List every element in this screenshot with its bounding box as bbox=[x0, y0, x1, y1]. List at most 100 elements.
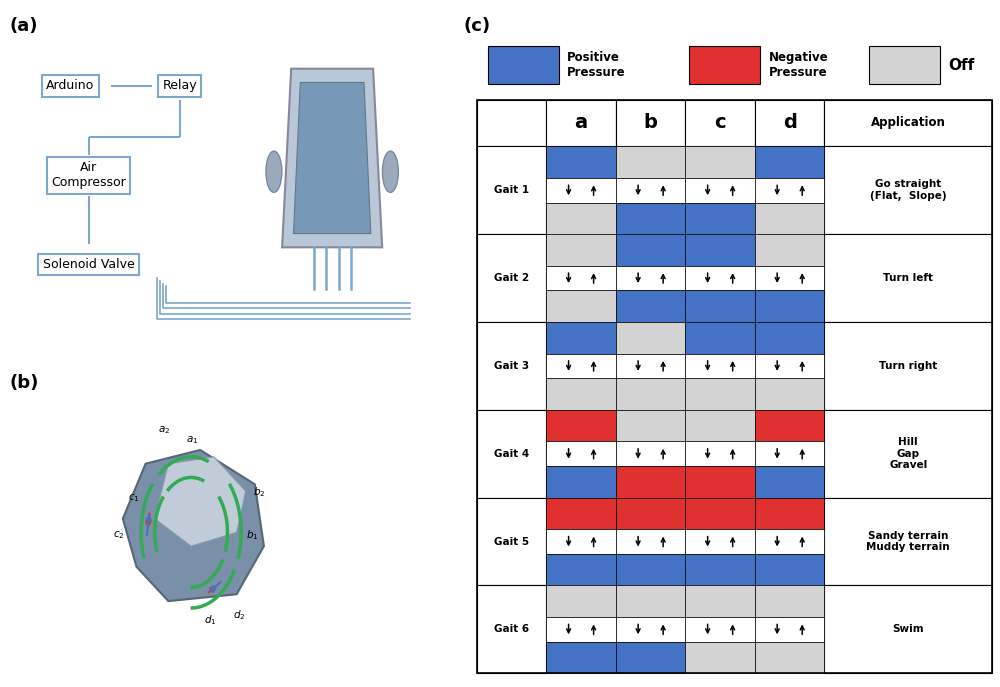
Text: Relay: Relay bbox=[162, 80, 197, 92]
Text: (c): (c) bbox=[463, 17, 490, 35]
Text: Air
Compressor: Air Compressor bbox=[51, 161, 126, 189]
Text: Positive
Pressure: Positive Pressure bbox=[567, 52, 625, 79]
Text: Turn right: Turn right bbox=[879, 361, 937, 371]
Bar bbox=[616, 291, 685, 322]
Text: Off: Off bbox=[948, 58, 974, 73]
Bar bbox=[616, 554, 685, 585]
Bar bbox=[824, 585, 992, 673]
Bar bbox=[685, 291, 755, 322]
Text: Application: Application bbox=[871, 117, 946, 129]
Bar bbox=[546, 146, 616, 178]
Polygon shape bbox=[293, 82, 371, 234]
Bar bbox=[824, 146, 992, 234]
Text: Sandy terrain
Muddy terrain: Sandy terrain Muddy terrain bbox=[866, 531, 950, 552]
Bar bbox=[477, 146, 546, 234]
Text: (b): (b) bbox=[9, 374, 38, 392]
Bar bbox=[685, 642, 755, 673]
Bar bbox=[755, 146, 824, 178]
Bar bbox=[685, 234, 755, 266]
Bar bbox=[616, 409, 685, 442]
Text: Go straight
(Flat,  Slope): Go straight (Flat, Slope) bbox=[870, 179, 946, 201]
Text: Gait 4: Gait 4 bbox=[494, 449, 529, 459]
Bar bbox=[685, 442, 755, 466]
Text: $a_1$: $a_1$ bbox=[186, 433, 199, 446]
Bar bbox=[477, 100, 992, 673]
Text: Arduino: Arduino bbox=[46, 80, 95, 92]
Bar bbox=[755, 291, 824, 322]
Bar bbox=[616, 585, 685, 617]
Bar bbox=[869, 46, 940, 84]
Bar bbox=[616, 322, 685, 354]
Bar bbox=[755, 585, 824, 617]
Bar bbox=[616, 234, 685, 266]
Bar bbox=[477, 322, 546, 409]
Polygon shape bbox=[282, 69, 382, 247]
Text: Gait 2: Gait 2 bbox=[494, 273, 529, 283]
Bar bbox=[616, 178, 685, 203]
Bar bbox=[755, 409, 824, 442]
Bar bbox=[477, 234, 546, 322]
Bar bbox=[755, 617, 824, 642]
Text: Gait 6: Gait 6 bbox=[494, 624, 529, 634]
Bar bbox=[546, 585, 616, 617]
Ellipse shape bbox=[266, 151, 282, 192]
Text: (a): (a) bbox=[9, 17, 38, 35]
Bar bbox=[477, 100, 546, 146]
Bar bbox=[546, 642, 616, 673]
Bar bbox=[546, 234, 616, 266]
Bar bbox=[685, 497, 755, 529]
Bar bbox=[755, 266, 824, 291]
Bar bbox=[616, 146, 685, 178]
Bar bbox=[616, 266, 685, 291]
Bar bbox=[546, 203, 616, 234]
Bar bbox=[755, 203, 824, 234]
Bar bbox=[616, 354, 685, 378]
Bar bbox=[685, 354, 755, 378]
Text: Hill
Gap
Gravel: Hill Gap Gravel bbox=[889, 437, 927, 471]
Bar bbox=[616, 203, 685, 234]
Text: $a_2$: $a_2$ bbox=[158, 425, 171, 436]
Bar bbox=[755, 554, 824, 585]
Text: $c_2$: $c_2$ bbox=[113, 529, 124, 541]
Bar bbox=[755, 178, 824, 203]
Bar bbox=[755, 354, 824, 378]
Bar bbox=[616, 378, 685, 409]
Ellipse shape bbox=[382, 151, 398, 192]
Bar bbox=[616, 466, 685, 497]
Bar bbox=[546, 466, 616, 497]
Text: Turn left: Turn left bbox=[883, 273, 933, 283]
Bar bbox=[685, 146, 755, 178]
Text: Solenoid Valve: Solenoid Valve bbox=[43, 258, 135, 271]
Text: d: d bbox=[783, 113, 797, 133]
Text: $c_1$: $c_1$ bbox=[128, 493, 140, 504]
Bar bbox=[824, 322, 992, 409]
Bar bbox=[685, 203, 755, 234]
Text: Gait 5: Gait 5 bbox=[494, 537, 529, 547]
Text: $d_2$: $d_2$ bbox=[233, 608, 246, 622]
Bar bbox=[616, 529, 685, 554]
Bar bbox=[477, 585, 546, 673]
Bar bbox=[755, 378, 824, 409]
Text: $b_2$: $b_2$ bbox=[253, 485, 265, 499]
Bar bbox=[546, 322, 616, 354]
Polygon shape bbox=[123, 450, 264, 601]
Bar bbox=[546, 554, 616, 585]
Text: Swim: Swim bbox=[892, 624, 924, 634]
Bar bbox=[546, 442, 616, 466]
Bar bbox=[546, 409, 616, 442]
Bar bbox=[616, 617, 685, 642]
Bar bbox=[685, 266, 755, 291]
Bar bbox=[824, 497, 992, 585]
Bar bbox=[755, 497, 824, 529]
Bar bbox=[477, 497, 546, 585]
Text: c: c bbox=[714, 113, 726, 133]
Bar bbox=[616, 497, 685, 529]
Text: a: a bbox=[575, 113, 588, 133]
Bar bbox=[685, 466, 755, 497]
Bar bbox=[546, 354, 616, 378]
Bar bbox=[755, 234, 824, 266]
Bar bbox=[616, 642, 685, 673]
Bar bbox=[755, 442, 824, 466]
Bar bbox=[685, 100, 755, 146]
Bar bbox=[755, 642, 824, 673]
